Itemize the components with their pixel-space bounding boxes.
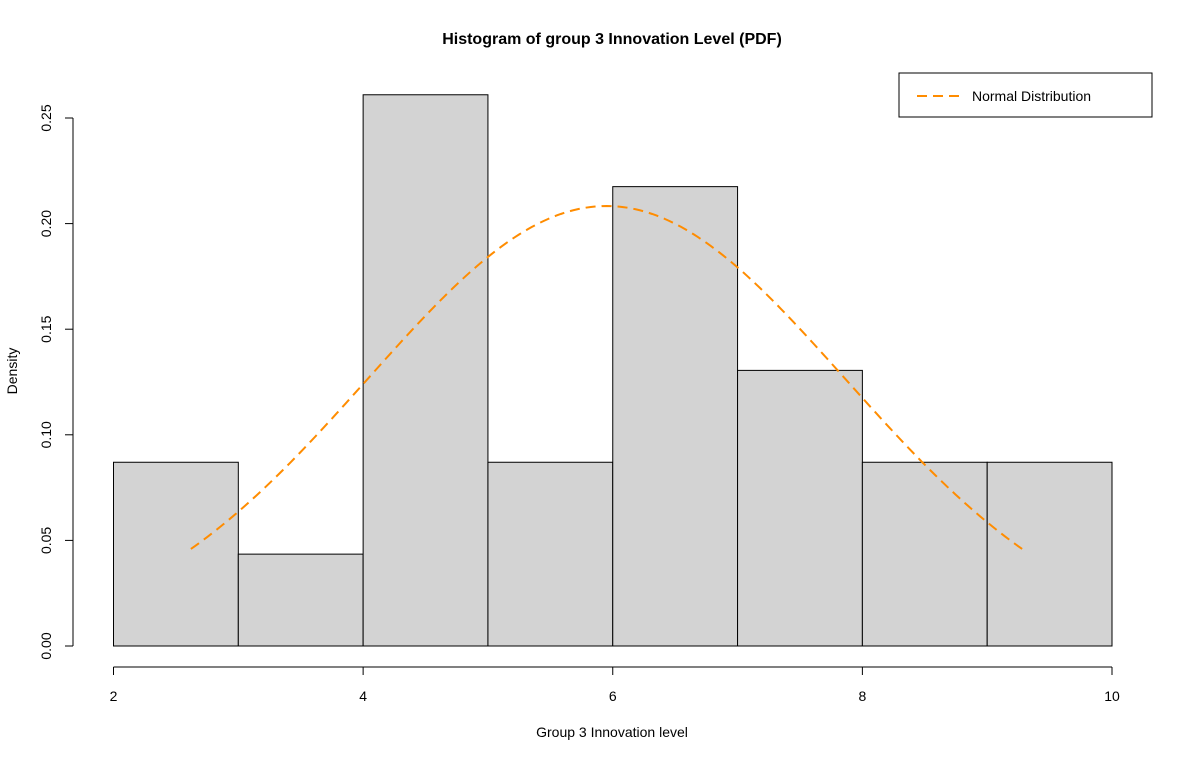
y-axis: 0.00 0.05 0.10 0.15 0.20 0.25 bbox=[38, 104, 74, 660]
y-tick-label: 0.25 bbox=[38, 104, 54, 131]
histogram-bar bbox=[362, 94, 489, 647]
x-axis-label: Group 3 Innovation level bbox=[536, 724, 688, 740]
histogram-bar bbox=[612, 186, 739, 647]
y-tick-label: 0.15 bbox=[38, 315, 54, 342]
histogram-bars bbox=[113, 94, 1113, 647]
y-tick-label: 0.00 bbox=[38, 632, 54, 659]
chart-title: Histogram of group 3 Innovation Level (P… bbox=[442, 31, 782, 48]
x-tick-label: 8 bbox=[858, 688, 866, 704]
legend: Normal Distribution bbox=[898, 72, 1153, 118]
x-tick-label: 4 bbox=[359, 688, 367, 704]
histogram-bar bbox=[113, 461, 239, 647]
histogram-bar bbox=[861, 461, 988, 647]
histogram-bar bbox=[737, 369, 863, 647]
y-axis-label: Density bbox=[4, 348, 20, 395]
y-tick-label: 0.05 bbox=[38, 527, 54, 554]
y-tick-label: 0.20 bbox=[38, 210, 54, 237]
legend-entry-normal-distribution: Normal Distribution bbox=[972, 88, 1091, 104]
x-tick-label: 6 bbox=[609, 688, 617, 704]
x-tick-label: 2 bbox=[110, 688, 118, 704]
histogram-bar bbox=[487, 461, 614, 647]
histogram-bar bbox=[986, 461, 1113, 647]
histogram-bar bbox=[237, 553, 364, 647]
x-tick-label: 10 bbox=[1104, 688, 1120, 704]
y-tick-label: 0.10 bbox=[38, 421, 54, 448]
x-axis: 2 4 6 8 10 bbox=[110, 666, 1120, 704]
normal-distribution-curve bbox=[190, 205, 1023, 550]
